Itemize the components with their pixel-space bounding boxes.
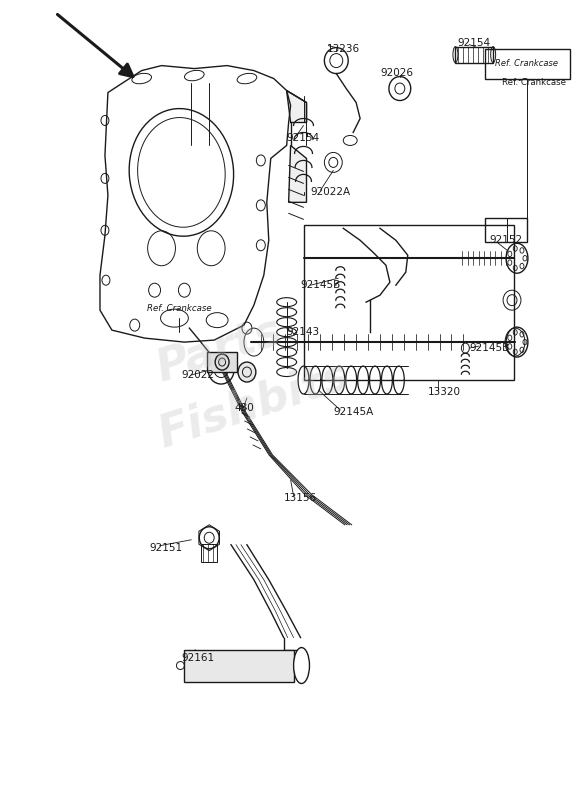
Text: 92145B: 92145B	[470, 343, 510, 353]
Text: Ref. Crankcase: Ref. Crankcase	[502, 78, 566, 87]
Text: 92022A: 92022A	[311, 187, 350, 198]
Bar	[304, 226, 514, 380]
Ellipse shape	[238, 362, 256, 382]
Text: 92026: 92026	[380, 67, 413, 78]
Text: Ref. Crankcase: Ref. Crankcase	[495, 59, 558, 68]
Polygon shape	[287, 90, 307, 122]
Text: 13236: 13236	[326, 44, 360, 54]
Text: 13320: 13320	[427, 387, 461, 397]
Text: 92161: 92161	[182, 653, 214, 662]
Polygon shape	[207, 352, 237, 372]
Bar	[485, 218, 527, 242]
Bar	[185, 650, 294, 682]
Bar	[485, 49, 569, 78]
Ellipse shape	[294, 647, 310, 683]
Text: 92151: 92151	[150, 542, 183, 553]
Text: 92154: 92154	[457, 38, 491, 48]
Text: Parts: Parts	[151, 310, 287, 390]
Text: 92022: 92022	[182, 370, 214, 380]
Text: Fishbits: Fishbits	[153, 354, 355, 456]
Text: 92152: 92152	[489, 235, 522, 246]
Text: 92143: 92143	[287, 327, 320, 337]
Text: 92145B: 92145B	[301, 280, 341, 290]
Bar	[456, 46, 493, 62]
Text: 92154: 92154	[287, 134, 320, 143]
Text: Ref. Crankcase: Ref. Crankcase	[147, 304, 212, 313]
Bar	[201, 544, 217, 562]
Text: 13156: 13156	[284, 493, 317, 503]
Polygon shape	[288, 146, 307, 202]
Text: 92145A: 92145A	[333, 407, 374, 417]
Text: 480: 480	[234, 403, 254, 413]
